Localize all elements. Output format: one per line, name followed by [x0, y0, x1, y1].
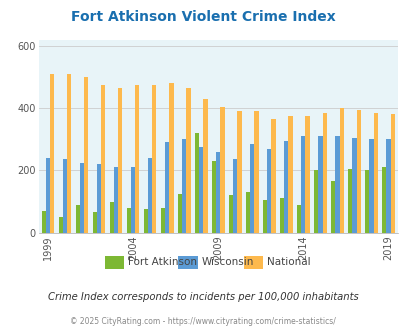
Bar — [339, 108, 343, 233]
Bar — [254, 111, 258, 233]
Bar — [80, 163, 84, 233]
Bar — [186, 88, 190, 233]
Bar — [194, 133, 198, 233]
Bar — [245, 192, 249, 233]
Bar — [126, 208, 131, 233]
Bar — [143, 209, 147, 233]
Bar — [330, 181, 335, 233]
Text: Fort Atkinson: Fort Atkinson — [127, 257, 196, 267]
Bar — [131, 167, 135, 233]
Bar — [301, 136, 305, 233]
Bar — [160, 208, 164, 233]
Text: National: National — [266, 257, 309, 267]
Bar — [169, 83, 173, 233]
Bar — [271, 119, 275, 233]
Bar — [41, 211, 46, 233]
Bar — [249, 144, 254, 233]
Bar — [352, 138, 356, 233]
Bar — [369, 139, 373, 233]
Bar — [284, 141, 288, 233]
Bar — [356, 110, 360, 233]
Bar — [279, 198, 284, 233]
Bar — [373, 113, 377, 233]
Bar — [228, 195, 232, 233]
Bar — [46, 158, 50, 233]
Bar — [347, 169, 352, 233]
Bar — [118, 88, 122, 233]
Bar — [58, 217, 63, 233]
Text: © 2025 CityRating.com - https://www.cityrating.com/crime-statistics/: © 2025 CityRating.com - https://www.city… — [70, 317, 335, 326]
Bar — [364, 170, 369, 233]
Bar — [305, 116, 309, 233]
Bar — [75, 205, 80, 233]
Bar — [152, 85, 156, 233]
Bar — [237, 111, 241, 233]
Bar — [266, 148, 271, 233]
Bar — [177, 194, 181, 233]
Bar — [232, 159, 237, 233]
Bar — [390, 114, 394, 233]
Bar — [381, 167, 386, 233]
Bar — [67, 74, 71, 233]
Bar — [313, 170, 318, 233]
Bar — [92, 213, 97, 233]
Bar — [288, 116, 292, 233]
Bar — [296, 205, 301, 233]
Bar — [335, 136, 339, 233]
Bar — [318, 136, 322, 233]
Bar — [50, 74, 54, 233]
Bar — [220, 107, 224, 233]
Bar — [215, 152, 220, 233]
Bar — [322, 113, 326, 233]
Bar — [262, 200, 266, 233]
Bar — [203, 99, 207, 233]
Text: Wisconsin: Wisconsin — [201, 257, 253, 267]
Bar — [198, 147, 203, 233]
Bar — [101, 85, 105, 233]
Bar — [164, 142, 169, 233]
Bar — [135, 85, 139, 233]
Bar — [97, 164, 101, 233]
Bar — [114, 167, 118, 233]
Bar — [84, 77, 88, 233]
Bar — [109, 202, 114, 233]
Text: Crime Index corresponds to incidents per 100,000 inhabitants: Crime Index corresponds to incidents per… — [47, 292, 358, 302]
Bar — [63, 159, 67, 233]
Bar — [386, 139, 390, 233]
Bar — [211, 161, 215, 233]
Bar — [181, 139, 186, 233]
Text: Fort Atkinson Violent Crime Index: Fort Atkinson Violent Crime Index — [70, 10, 335, 24]
Bar — [147, 158, 152, 233]
